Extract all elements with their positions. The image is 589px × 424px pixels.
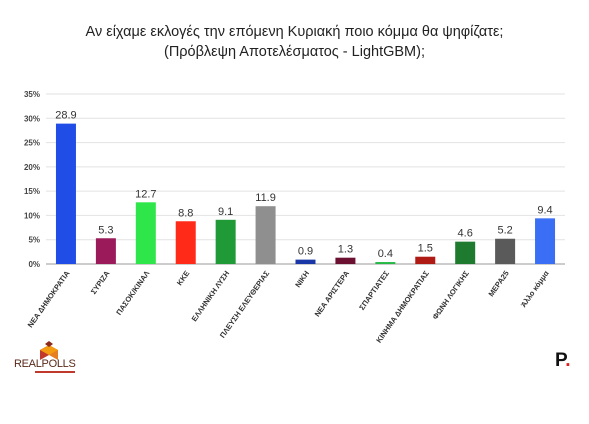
y-tick-label: 10% — [24, 211, 40, 220]
data-label: 9.4 — [537, 204, 552, 216]
x-tick-label: ΦΩΝΗ ΛΟΓΙΚΗΣ — [431, 269, 472, 322]
data-label: 28.9 — [55, 110, 76, 122]
data-label: 11.9 — [255, 192, 276, 204]
bar — [255, 206, 276, 264]
y-tick-label: 25% — [24, 139, 40, 148]
y-tick-label: 30% — [24, 114, 40, 123]
x-tick-label: ΣΠΑΡΤΙΑΤΕΣ — [357, 269, 391, 312]
bar — [95, 238, 116, 264]
y-tick-label: 20% — [24, 163, 40, 172]
brand-mark: P. — [555, 350, 571, 372]
bar — [175, 221, 196, 264]
data-label: 12.7 — [135, 188, 156, 200]
chart-title: Αν είχαμε εκλογές την επόμενη Κυριακή πο… — [0, 22, 589, 62]
realpolls-logo-underline — [35, 371, 75, 373]
y-tick-label: 15% — [24, 187, 40, 196]
chart-title-line1: Αν είχαμε εκλογές την επόμενη Κυριακή πο… — [85, 24, 504, 40]
x-tick-label: Άλλο κόμμα — [519, 269, 551, 309]
x-tick-label: ΣΥΡΙΖΑ — [89, 269, 112, 296]
data-label: 5.2 — [497, 225, 512, 237]
x-tick-label: ΝΙΚΗ — [293, 269, 311, 289]
realpolls-logo: REALPOLLS — [14, 340, 94, 378]
data-label: 9.1 — [218, 206, 233, 218]
x-tick-label: ΕΛΛΗΝΙΚΗ ΛΥΣΗ — [190, 269, 232, 323]
bar — [55, 123, 76, 264]
bar — [215, 219, 236, 264]
brand-mark-letter: P — [555, 350, 566, 371]
data-label: 1.5 — [418, 243, 433, 255]
bar — [415, 256, 436, 264]
bar — [335, 257, 356, 264]
data-label: 0.4 — [378, 248, 393, 260]
bar — [295, 259, 316, 264]
brand-mark-dot: . — [565, 350, 571, 371]
y-tick-label: 35% — [24, 90, 40, 99]
bar — [135, 202, 156, 264]
x-tick-label: ΜΕΡΑ25 — [486, 269, 510, 298]
x-tick-label: ΝΕΑ ΔΗΜΟΚΡΑΤΙΑ — [26, 269, 72, 330]
y-tick-label: 5% — [28, 236, 40, 245]
bar — [455, 241, 476, 264]
data-label: 5.3 — [98, 224, 113, 236]
data-label: 1.3 — [338, 244, 353, 256]
bar — [375, 262, 396, 264]
data-label: 0.9 — [298, 246, 313, 258]
bar — [535, 218, 556, 264]
y-tick-label: 0% — [28, 260, 40, 269]
data-label: 8.8 — [178, 207, 193, 219]
x-tick-label: ΠΑΣΟΚ/ΚΙΝΑΛ — [114, 269, 151, 317]
realpolls-logo-text: REALPOLLS — [14, 358, 76, 370]
x-tick-label: ΚΚΕ — [175, 269, 191, 287]
x-tick-label: ΝΕΑ ΑΡΙΣΤΕΡΑ — [313, 269, 352, 319]
bar — [495, 238, 516, 264]
chart-title-line2: (Πρόβλεψη Αποτελέσματος - LightGBM); — [163, 44, 425, 60]
realpolls-logo-icon — [40, 341, 58, 360]
data-label: 4.6 — [458, 228, 473, 240]
